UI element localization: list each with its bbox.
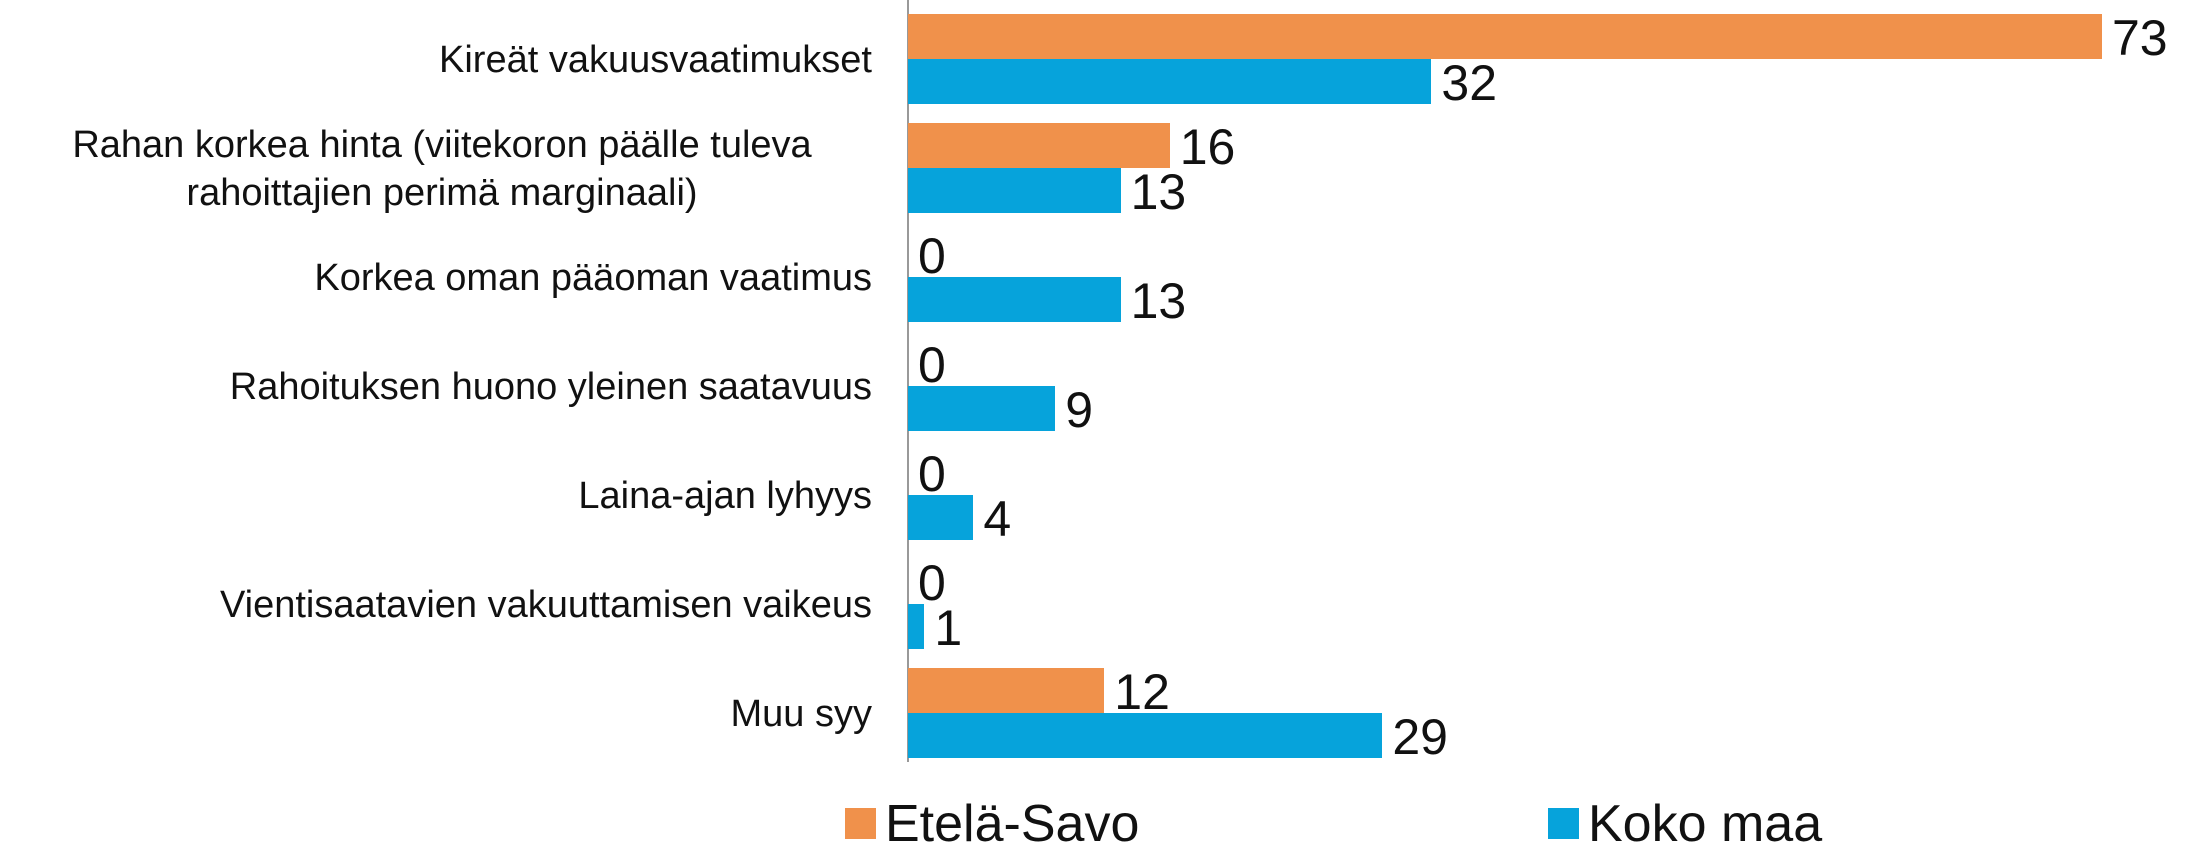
bar xyxy=(908,495,974,540)
bar xyxy=(908,277,1121,322)
value-label: 1 xyxy=(934,600,963,656)
value-label: 16 xyxy=(1179,119,1236,175)
bar xyxy=(908,713,1383,758)
category-label: Muu syy xyxy=(731,659,872,768)
bar xyxy=(908,604,925,649)
category-label: Kireät vakuusvaatimukset xyxy=(439,5,872,114)
legend-swatch xyxy=(845,808,876,839)
value-label: 0 xyxy=(918,555,946,611)
value-label: 29 xyxy=(1392,709,1448,765)
value-label: 0 xyxy=(918,446,946,502)
category-text: Rahoituksen huono yleinen saatavuus xyxy=(229,365,872,408)
axis-line xyxy=(907,0,909,762)
value-label: 0 xyxy=(918,337,946,393)
legend-swatch xyxy=(1548,808,1579,839)
value-label: 13 xyxy=(1130,164,1187,220)
value-label: 13 xyxy=(1130,273,1187,329)
value-label: 12 xyxy=(1114,664,1170,720)
category-label: Korkea oman pääoman vaatimus xyxy=(314,223,872,332)
value-label: 32 xyxy=(1441,55,1498,111)
value-label: 9 xyxy=(1065,382,1094,438)
category-text: Vientisaatavien vakuuttamisen vaikeus xyxy=(219,583,872,626)
category-text: Laina-ajan lyhyys xyxy=(578,474,872,517)
category-text: Korkea oman pääoman vaatimus xyxy=(314,256,872,299)
value-label: 73 xyxy=(2112,10,2168,66)
legend-label: Koko maa xyxy=(1588,795,1823,847)
category-label: Vientisaatavien vakuuttamisen vaikeus xyxy=(220,550,872,659)
bar xyxy=(908,168,1121,213)
category-label: Rahan korkea hinta (viitekoron päälle tu… xyxy=(12,114,872,223)
bar xyxy=(908,668,1105,713)
category-text: Rahan korkea hinta (viitekoron päälle tu… xyxy=(72,123,812,214)
value-label: 4 xyxy=(983,491,1012,547)
category-label: Laina-ajan lyhyys xyxy=(578,441,872,550)
category-text: Muu syy xyxy=(730,692,872,735)
category-text: Kireät vakuusvaatimukset xyxy=(439,38,872,81)
bar xyxy=(908,123,1170,168)
bar xyxy=(908,386,1056,431)
bar xyxy=(908,14,2102,59)
legend-label: Etelä-Savo xyxy=(885,795,1140,847)
value-label: 0 xyxy=(918,228,946,284)
bar xyxy=(908,59,1432,104)
category-label: Rahoituksen huono yleinen saatavuus xyxy=(230,332,872,441)
